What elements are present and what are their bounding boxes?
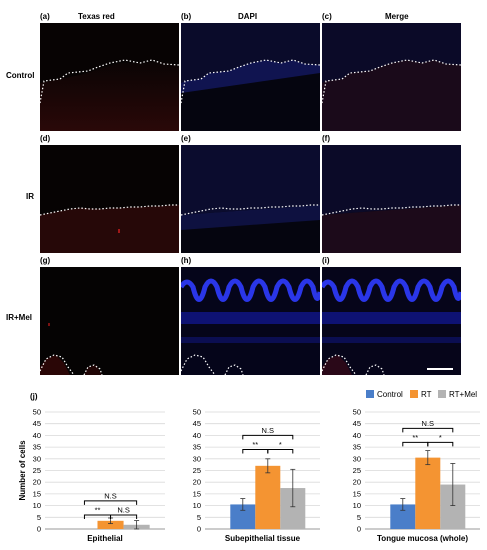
x-axis-label: Epithelial xyxy=(87,534,123,543)
y-tick-label: 5 xyxy=(357,513,361,522)
legend-label-rt: RT xyxy=(421,390,432,399)
y-tick-label: 25 xyxy=(33,466,41,475)
significance-bracket xyxy=(83,500,138,505)
panel-label-d: (d) xyxy=(40,134,51,143)
y-tick-label: 15 xyxy=(33,489,41,498)
row-label-control: Control xyxy=(6,71,35,80)
panel-label-i: (i) xyxy=(322,256,330,265)
y-tick-label: 30 xyxy=(353,454,361,463)
significance-label: * xyxy=(279,440,282,449)
column-title-merge: Merge xyxy=(385,12,409,21)
significance-bracket xyxy=(427,441,454,447)
legend-swatch-rt-mel xyxy=(438,390,446,398)
y-tick-label: 10 xyxy=(353,501,361,510)
micrograph-ir-texas-red xyxy=(40,145,179,253)
y-tick-label: 0 xyxy=(37,525,41,534)
significance-bracket xyxy=(110,514,138,519)
y-tick-label: 40 xyxy=(193,431,201,440)
bar-rt xyxy=(415,457,441,529)
panel-label-f: (f) xyxy=(322,134,330,143)
legend-item-rt-mel: RT+Mel xyxy=(438,390,477,400)
y-tick-label: 35 xyxy=(193,443,201,452)
legend-swatch-control xyxy=(366,390,374,398)
x-axis-label: Subepithelial tissue xyxy=(225,534,301,543)
legend-label-control: Control xyxy=(377,390,403,399)
significance-bracket xyxy=(242,434,294,440)
column-title-texas-red: Texas red xyxy=(78,12,115,21)
legend-swatch-rt xyxy=(410,390,418,398)
significance-label: N.S xyxy=(104,491,117,500)
y-axis-label: Number of cells xyxy=(18,440,27,501)
micrograph-ir-mel-merge xyxy=(322,267,461,375)
micrograph-control-texas-red xyxy=(40,23,179,131)
y-tick-label: 35 xyxy=(33,443,41,452)
micrograph-ir-mel-texas-red xyxy=(40,267,179,375)
significance-bracket xyxy=(402,441,429,447)
significance-bracket xyxy=(242,448,269,454)
significance-label: N.S xyxy=(422,419,435,428)
panel-label-c: (c) xyxy=(322,12,332,21)
micrograph-control-dapi xyxy=(181,23,320,131)
legend-item-control: Control xyxy=(366,390,403,400)
significance-label: * xyxy=(439,433,442,442)
panel-label-b: (b) xyxy=(181,12,192,21)
significance-label: ** xyxy=(252,440,258,449)
legend-label-rt-mel: RT+Mel xyxy=(449,390,478,399)
significance-label: N.S xyxy=(117,505,130,514)
scale-bar xyxy=(427,368,453,370)
y-tick-label: 30 xyxy=(33,454,41,463)
y-tick-label: 45 xyxy=(33,419,41,428)
y-tick-label: 20 xyxy=(353,478,361,487)
panel-label-j: (j) xyxy=(30,392,38,401)
y-tick-label: 0 xyxy=(197,525,201,534)
y-tick-label: 35 xyxy=(353,443,361,452)
y-tick-label: 0 xyxy=(357,525,361,534)
y-tick-label: 10 xyxy=(33,501,41,510)
significance-bracket xyxy=(402,427,454,433)
y-tick-label: 50 xyxy=(33,408,41,417)
panel-label-a: (a) xyxy=(40,12,50,21)
y-tick-label: 25 xyxy=(193,466,201,475)
panel-label-e: (e) xyxy=(181,134,191,143)
y-tick-label: 10 xyxy=(193,501,201,510)
micrograph-control-merge xyxy=(322,23,461,131)
y-tick-label: 15 xyxy=(353,489,361,498)
micrograph-ir-merge xyxy=(322,145,461,253)
y-tick-label: 50 xyxy=(353,408,361,417)
significance-label: ** xyxy=(412,433,418,442)
y-tick-label: 40 xyxy=(353,431,361,440)
y-tick-label: 45 xyxy=(193,419,201,428)
bar-rt xyxy=(255,465,281,529)
y-tick-label: 25 xyxy=(353,466,361,475)
bar-charts: 0 5 10 15 20 25 30 35 40 45 50 N.S ** N.S Epithelial Nu… xyxy=(0,386,487,550)
y-tick-label: 45 xyxy=(353,419,361,428)
micrograph-ir-dapi xyxy=(181,145,320,253)
row-label-ir: IR xyxy=(26,192,34,201)
y-tick-label: 40 xyxy=(33,431,41,440)
significance-label: ** xyxy=(95,505,101,514)
y-tick-label: 15 xyxy=(193,489,201,498)
x-axis-label: Tongue mucosa (whole) xyxy=(377,534,468,543)
y-tick-label: 5 xyxy=(37,513,41,522)
y-tick-label: 20 xyxy=(33,478,41,487)
y-tick-label: 50 xyxy=(193,408,201,417)
significance-bracket xyxy=(267,448,294,454)
y-tick-label: 20 xyxy=(193,478,201,487)
bar-rt xyxy=(97,520,124,529)
legend-item-rt: RT xyxy=(410,390,432,400)
significance-label: N.S xyxy=(262,426,275,435)
micrograph-ir-mel-dapi xyxy=(181,267,320,375)
row-label-ir-mel: IR+Mel xyxy=(6,313,33,322)
y-tick-label: 30 xyxy=(193,454,201,463)
panel-label-g: (g) xyxy=(40,256,51,265)
column-title-dapi: DAPI xyxy=(238,12,258,21)
y-tick-label: 5 xyxy=(197,513,201,522)
panel-label-h: (h) xyxy=(181,256,192,265)
